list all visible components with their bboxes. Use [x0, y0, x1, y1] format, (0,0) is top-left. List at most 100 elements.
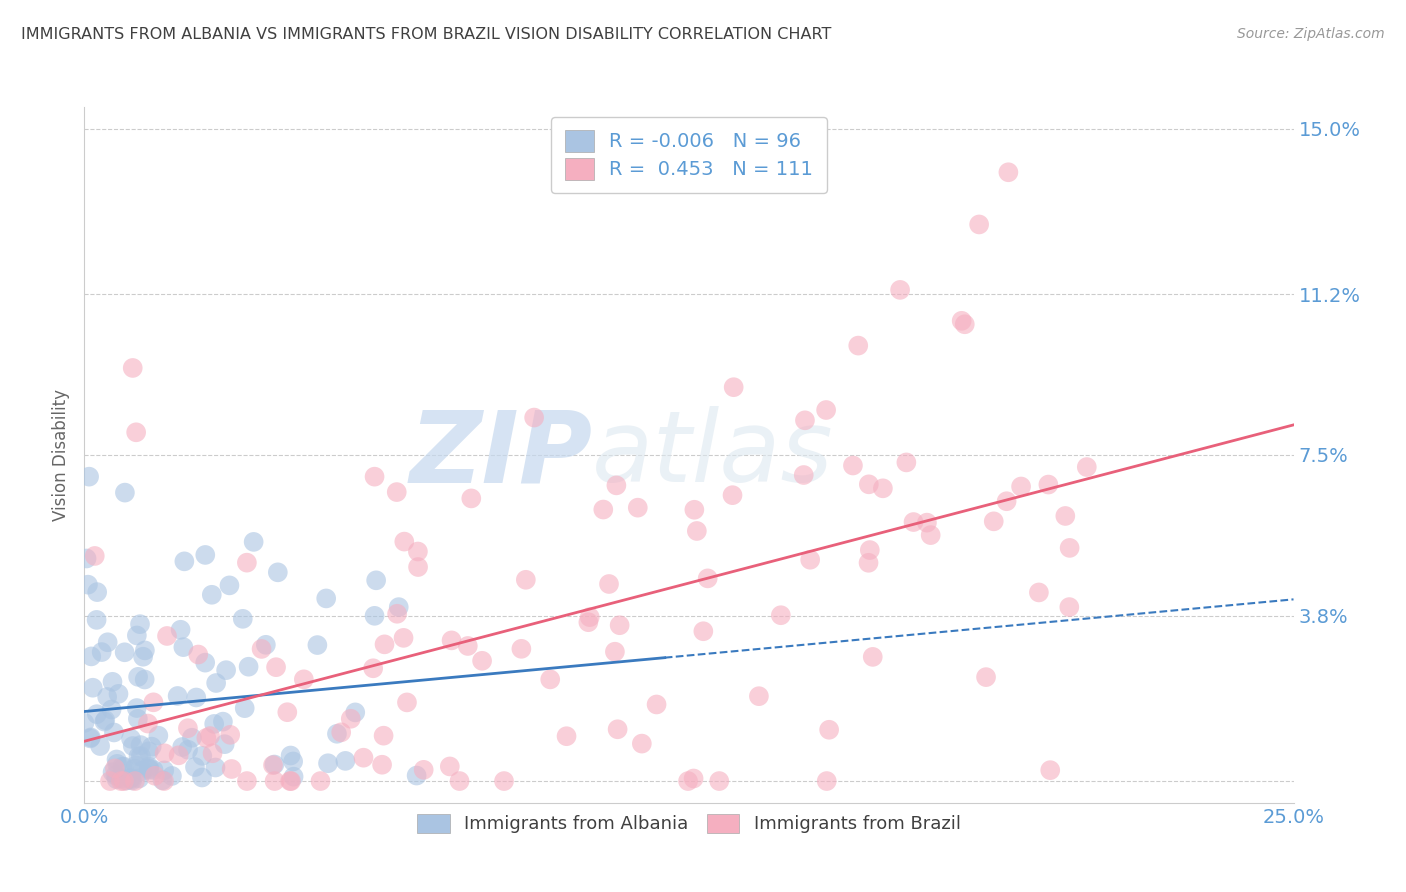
- Point: [205, 676, 228, 690]
- Point: [1054, 508, 1077, 523]
- Point: [598, 577, 620, 591]
- Point: [793, 468, 815, 483]
- Point: [172, 640, 194, 654]
- Point: [202, 717, 225, 731]
- Point: [1028, 585, 1050, 599]
- Point: [233, 701, 256, 715]
- Point: [121, 739, 143, 753]
- Point: [709, 774, 731, 789]
- Point: [201, 588, 224, 602]
- Point: [406, 544, 429, 558]
- Point: [136, 716, 159, 731]
- Point: [132, 649, 155, 664]
- Point: [1076, 460, 1098, 475]
- Point: [125, 425, 148, 440]
- Point: [77, 577, 100, 591]
- Point: [186, 690, 208, 705]
- Point: [373, 637, 395, 651]
- Point: [449, 774, 471, 789]
- Point: [330, 725, 353, 739]
- Point: [120, 772, 142, 787]
- Text: IMMIGRANTS FROM ALBANIA VS IMMIGRANTS FROM BRAZIL VISION DISABILITY CORRELATION : IMMIGRANTS FROM ALBANIA VS IMMIGRANTS FR…: [21, 27, 831, 42]
- Point: [98, 774, 121, 789]
- Point: [1059, 541, 1081, 555]
- Point: [138, 761, 160, 775]
- Point: [366, 574, 388, 588]
- Point: [138, 744, 160, 758]
- Point: [896, 455, 918, 469]
- Point: [142, 695, 165, 709]
- Point: [889, 283, 911, 297]
- Point: [769, 608, 792, 623]
- Point: [80, 731, 103, 745]
- Point: [995, 494, 1018, 508]
- Point: [177, 721, 200, 735]
- Point: [592, 502, 614, 516]
- Point: [395, 695, 418, 709]
- Point: [194, 656, 217, 670]
- Point: [858, 556, 880, 570]
- Point: [187, 648, 209, 662]
- Point: [262, 758, 284, 772]
- Point: [232, 612, 254, 626]
- Point: [471, 654, 494, 668]
- Point: [120, 771, 142, 785]
- Point: [1010, 479, 1032, 493]
- Point: [862, 649, 884, 664]
- Text: atlas: atlas: [592, 407, 834, 503]
- Point: [86, 707, 108, 722]
- Point: [121, 360, 143, 375]
- Point: [361, 661, 384, 675]
- Point: [335, 754, 357, 768]
- Point: [1059, 600, 1081, 615]
- Point: [177, 743, 200, 757]
- Point: [280, 774, 302, 789]
- Point: [250, 641, 273, 656]
- Point: [173, 554, 195, 568]
- Point: [94, 713, 117, 727]
- Point: [127, 670, 149, 684]
- Point: [815, 403, 838, 417]
- Point: [538, 673, 561, 687]
- Point: [373, 729, 395, 743]
- Point: [96, 690, 118, 704]
- Point: [114, 485, 136, 500]
- Point: [353, 750, 375, 764]
- Point: [127, 749, 149, 764]
- Point: [920, 528, 942, 542]
- Point: [156, 629, 179, 643]
- Point: [555, 729, 578, 743]
- Point: [169, 623, 191, 637]
- Point: [201, 746, 224, 760]
- Point: [105, 752, 128, 766]
- Point: [578, 610, 600, 624]
- Point: [238, 659, 260, 673]
- Point: [818, 723, 841, 737]
- Point: [682, 772, 704, 786]
- Point: [950, 314, 973, 328]
- Point: [405, 768, 427, 782]
- Point: [460, 491, 482, 506]
- Point: [181, 731, 204, 745]
- Point: [967, 218, 990, 232]
- Point: [214, 737, 236, 751]
- Point: [846, 338, 869, 352]
- Point: [523, 410, 546, 425]
- Point: [125, 701, 148, 715]
- Point: [267, 566, 290, 580]
- Text: Source: ZipAtlas.com: Source: ZipAtlas.com: [1237, 27, 1385, 41]
- Point: [138, 763, 160, 777]
- Point: [129, 617, 152, 632]
- Point: [73, 715, 96, 730]
- Point: [89, 739, 111, 753]
- Point: [142, 763, 165, 777]
- Point: [90, 645, 112, 659]
- Point: [105, 772, 128, 787]
- Point: [212, 714, 235, 729]
- Point: [101, 765, 124, 780]
- Point: [412, 763, 434, 777]
- Point: [83, 549, 105, 563]
- Point: [603, 645, 626, 659]
- Point: [326, 727, 349, 741]
- Point: [859, 543, 882, 558]
